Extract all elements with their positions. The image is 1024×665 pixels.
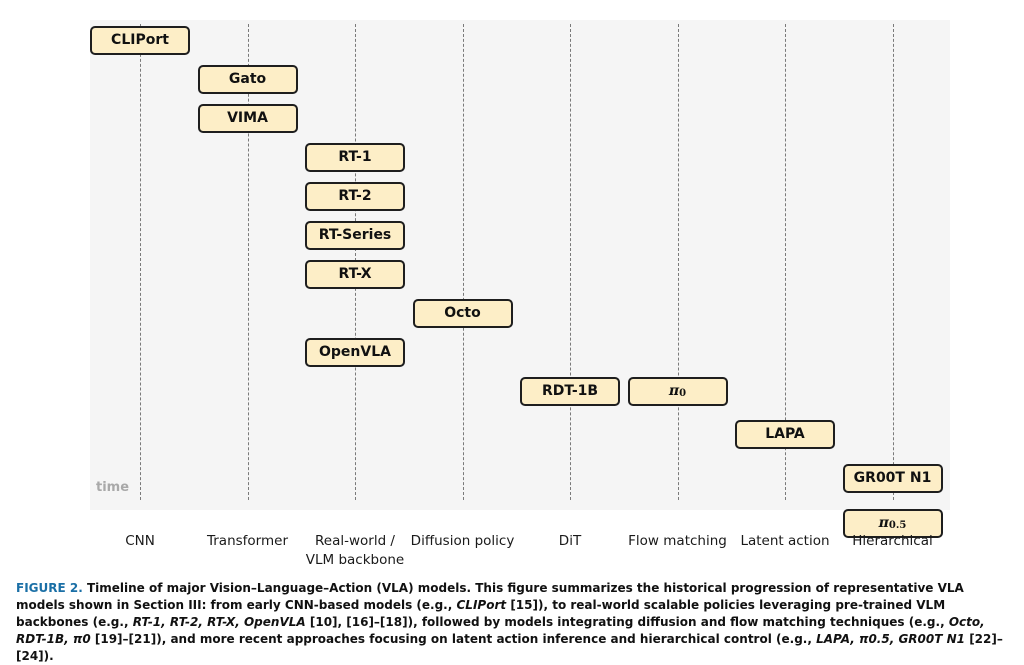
- caption-text-1: This figure summarizes the historical pr…: [16, 581, 964, 612]
- category-latent-label: Latent action: [740, 533, 830, 549]
- category-realworld-label: Real-world /: [315, 533, 395, 549]
- caption-text-4: ), and more recent approaches focusing o…: [156, 632, 812, 646]
- timeline-latent-line: [785, 24, 786, 500]
- caption-ref-3: [19]–[21]: [94, 632, 157, 646]
- model-box-rt-2: RT-2: [305, 181, 405, 211]
- category-hier-label: Hierarchical: [852, 533, 933, 549]
- timeline-flow-line: [677, 24, 679, 500]
- category-transformer-label: Transformer: [206, 533, 288, 549]
- model-label: RT-X: [338, 266, 372, 282]
- caption-ref-1: [15]: [510, 598, 538, 612]
- model-box-cliport: CLIPort: [90, 25, 190, 55]
- timeline-diagram: CLIPort Gato VIMA RT-1 RT-2 RT-Series RT-X Octo…: [90, 20, 950, 538]
- model-box-gr00t-n1: GR00T N1: [842, 463, 943, 493]
- model-label: RT-Series: [318, 227, 392, 243]
- model-box-rt-x: RT-X: [305, 259, 405, 289]
- model-label: RDT-1B: [541, 383, 599, 399]
- category-dit: DiT: [510, 532, 630, 551]
- caption-ref-4: [22]–[24]: [16, 632, 1003, 663]
- caption-title: Timeline of major Vision–Language–Action…: [86, 581, 472, 595]
- category-flow: Flow matching: [618, 532, 738, 551]
- time-axis-label: time: [96, 480, 130, 495]
- caption-models-4: LAPA, π0.5, GR00T N1: [816, 632, 965, 646]
- caption-text-3: ), followed by models integrating diffus…: [407, 615, 945, 629]
- category-hier: Hierarchical: [833, 532, 953, 551]
- model-label-subscript: 0: [679, 387, 687, 399]
- model-box-π0-5: π 0.5: [842, 508, 943, 538]
- model-box-rt-1: RT-1: [305, 142, 405, 172]
- caption-text-2: ), to real-world scalable policies lever…: [16, 598, 946, 629]
- caption-models-1: CLIPort: [456, 598, 507, 612]
- model-box-vima: VIMA: [197, 103, 298, 133]
- category-transformer: Transformer: [188, 532, 308, 551]
- model-label: GR00T N1: [853, 470, 932, 486]
- model-box-rt-series: RT-Series: [305, 220, 405, 250]
- caption-models-2: RT-1, RT-2, RT-X, OpenVLA: [132, 615, 306, 629]
- model-box-rdt-1b: RDT-1B: [520, 376, 620, 406]
- model-label: CLIPort: [111, 32, 169, 48]
- category-diffusion: Diffusion policy: [403, 532, 523, 551]
- model-box-gato: Gato: [197, 64, 298, 94]
- model-label: Gato: [228, 71, 267, 87]
- model-label: π: [878, 515, 889, 531]
- model-label: LAPA: [765, 426, 805, 442]
- category-dit-label: DiT: [558, 533, 582, 549]
- category-cnn: CNN: [80, 532, 200, 551]
- timeline-cnn-line: [140, 24, 141, 500]
- model-label: π: [668, 383, 680, 399]
- model-box-lapa: LAPA: [735, 419, 835, 449]
- model-label: VIMA: [227, 110, 268, 126]
- category-cnn-label: CNN: [125, 533, 155, 549]
- timeline-transformer-line: [247, 24, 249, 500]
- caption-models-3: Octo, RDT-1B, π0: [16, 615, 985, 646]
- model-label: RT-2: [338, 188, 372, 204]
- figure-number: FIGURE 2.: [16, 581, 83, 595]
- timeline-diffusion-line: [462, 24, 464, 500]
- caption-text-5: ).: [43, 649, 54, 663]
- timeline-hier-line: [892, 24, 894, 500]
- model-label: RT-1: [338, 149, 372, 165]
- model-box-octo: Octo: [412, 298, 513, 328]
- model-label: Octo: [444, 305, 481, 321]
- category-realworld-label-line2: VLM backbone: [305, 552, 405, 568]
- caption-ref-2: [10], [16]–[18]: [309, 615, 408, 629]
- category-diffusion-label: Diffusion policy: [410, 533, 515, 549]
- category-flow-label: Flow matching: [628, 533, 727, 549]
- category-realworld: Real-world / VLM backbone: [295, 532, 415, 570]
- timeline-dit-line: [570, 24, 571, 500]
- model-label-subscript: 0.5: [888, 519, 907, 531]
- model-box-openvla: OpenVLA: [305, 337, 405, 367]
- category-latent: Latent action: [725, 532, 845, 551]
- figure-caption: FIGURE 2. Timeline of major Vision–Langu…: [16, 580, 1012, 665]
- model-label: OpenVLA: [319, 344, 391, 360]
